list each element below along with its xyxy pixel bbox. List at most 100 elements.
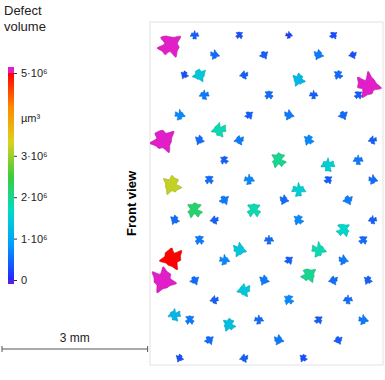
- colorbar-tick: 1·10⁶: [14, 233, 48, 245]
- defect: [259, 52, 267, 60]
- defect: [260, 275, 270, 285]
- defect: [328, 276, 337, 285]
- defect: [338, 111, 347, 119]
- defect: [359, 236, 367, 244]
- scale-bar-label: 3 mm: [60, 331, 90, 345]
- defect: [168, 309, 181, 322]
- defect: [210, 296, 219, 304]
- defect: [369, 175, 378, 185]
- defect: [312, 241, 327, 257]
- defect: [244, 174, 255, 185]
- defect: [211, 122, 226, 137]
- defect: [163, 175, 181, 194]
- defect: [171, 215, 180, 225]
- defect: [314, 49, 324, 59]
- defect: [237, 284, 250, 297]
- colorbar-tick-label: 1·10⁶: [21, 233, 48, 245]
- defect: [334, 336, 342, 344]
- defect: [152, 267, 176, 293]
- defect: [334, 70, 343, 79]
- defects: [150, 31, 381, 363]
- defect: [304, 135, 314, 145]
- defect: [150, 130, 174, 152]
- defect: [294, 215, 304, 225]
- defect: [199, 90, 209, 100]
- scale-bar-line: [2, 349, 148, 350]
- colorbar-under: [8, 280, 14, 284]
- defect: [181, 71, 189, 79]
- defect: [274, 335, 284, 345]
- scale-bar: 3 mm: [2, 331, 148, 352]
- defect: [205, 176, 213, 184]
- defect: [359, 314, 369, 324]
- defect: [190, 31, 199, 40]
- defect: [190, 277, 199, 285]
- colorbar-tick-label: 3·10⁶: [21, 150, 48, 162]
- defect: [254, 315, 263, 324]
- defect: [368, 136, 377, 144]
- scale-bar-end: [2, 346, 3, 352]
- defect: [175, 109, 185, 120]
- defect: [204, 337, 213, 345]
- defect: [364, 276, 372, 285]
- defect: [285, 110, 295, 120]
- defect: [211, 50, 220, 60]
- defect: [221, 156, 229, 164]
- scale-bar-end: [147, 346, 148, 352]
- plot-frame: [150, 22, 383, 365]
- defect: [234, 136, 244, 145]
- defect: [314, 317, 322, 324]
- colorbar-tick-mark: [14, 197, 17, 198]
- view-label: Front view: [124, 170, 139, 236]
- defect: [185, 316, 194, 325]
- defect: [157, 36, 181, 57]
- colorbar-tick: 0: [14, 274, 27, 286]
- colorbar-tick: 5·10⁶: [14, 67, 48, 79]
- defect: [247, 204, 261, 217]
- defect: [219, 254, 229, 265]
- colorbar-tick-mark: [14, 156, 17, 157]
- defect: [321, 158, 335, 172]
- defect: [265, 91, 273, 99]
- defect: [239, 354, 247, 362]
- defect: [324, 177, 332, 184]
- colorbar-tick-label: 5·10⁶: [21, 67, 48, 79]
- defect: [233, 242, 246, 256]
- colorbar-tick-mark: [14, 73, 17, 74]
- defect: [223, 318, 236, 331]
- defect: [245, 112, 253, 119]
- defect: [309, 90, 318, 99]
- colorbar-tick-mark: [14, 239, 17, 240]
- defect: [176, 354, 184, 362]
- defect: [353, 155, 363, 165]
- colorbar-tick-mark: [14, 280, 17, 281]
- colorbar-tick-label: 2·10⁶: [21, 191, 48, 203]
- defect: [343, 196, 353, 205]
- defect: [280, 195, 289, 205]
- defect: [301, 269, 316, 283]
- defect: [239, 71, 247, 79]
- colorbar-title: Defectvolume: [4, 3, 46, 34]
- defect: [336, 224, 349, 236]
- defect: [284, 295, 294, 305]
- defect: [286, 31, 293, 38]
- chart: Front view Defectvolume 0 1·10⁶ 2·10⁶ 3·10⁶ 5·…: [0, 0, 385, 380]
- defect: [354, 92, 362, 99]
- defect: [293, 73, 305, 86]
- defect: [292, 182, 306, 196]
- colorbar-tick: 2·10⁶: [14, 191, 48, 203]
- defect: [159, 248, 181, 270]
- colorbar-over: [8, 67, 14, 73]
- colorbar-axis-line: [15, 74, 18, 281]
- colorbar-tick-label: 0: [21, 274, 27, 286]
- defect: [300, 354, 307, 362]
- defect: [195, 135, 204, 145]
- defect: [330, 32, 337, 39]
- colorbar: [8, 73, 14, 280]
- defect: [192, 69, 205, 81]
- defect: [195, 236, 204, 245]
- colorbar-axis: 0 1·10⁶ 2·10⁶ 3·10⁶ 5·10⁶: [14, 67, 48, 286]
- defect: [210, 216, 218, 224]
- defect: [264, 235, 273, 244]
- defect: [339, 255, 349, 265]
